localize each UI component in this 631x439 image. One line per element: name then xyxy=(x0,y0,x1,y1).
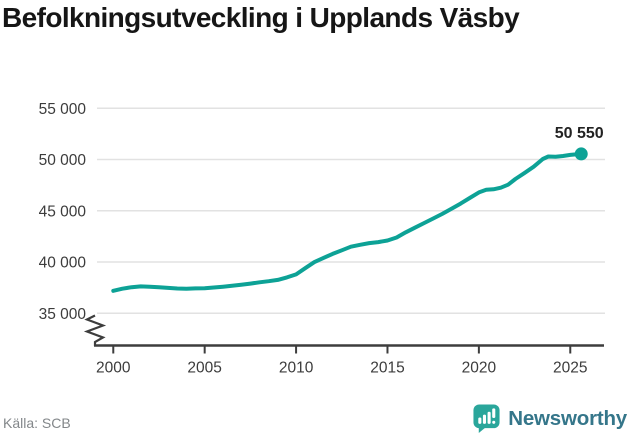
end-point-marker xyxy=(574,147,588,161)
chart-footer: Källa: SCB Newsworthy xyxy=(3,403,627,434)
x-tick-label: 2000 xyxy=(96,360,131,377)
x-tick-label: 2010 xyxy=(279,360,314,377)
y-tick-label: 35 000 xyxy=(39,306,87,323)
y-tick-label: 45 000 xyxy=(39,203,87,220)
x-tick-label: 2005 xyxy=(187,360,221,377)
end-value-label: 50 550 xyxy=(555,125,604,142)
x-tick-label: 2025 xyxy=(553,360,587,377)
newsworthy-icon xyxy=(473,404,500,433)
x-tick-label: 2015 xyxy=(370,360,404,377)
newsworthy-wordmark: Newsworthy xyxy=(508,406,627,430)
axis-break-icon xyxy=(83,314,107,346)
y-tick-label: 40 000 xyxy=(39,255,87,272)
population-line xyxy=(111,151,584,293)
newsworthy-logo[interactable]: Newsworthy xyxy=(472,403,627,434)
chart-title: Befolkningsutveckling i Upplands Väsby xyxy=(2,2,520,33)
y-tick-label: 55 000 xyxy=(39,101,87,118)
source-label: Källa: SCB xyxy=(3,415,71,431)
y-tick-label: 50 000 xyxy=(39,152,87,169)
x-tick-label: 2020 xyxy=(462,360,497,377)
